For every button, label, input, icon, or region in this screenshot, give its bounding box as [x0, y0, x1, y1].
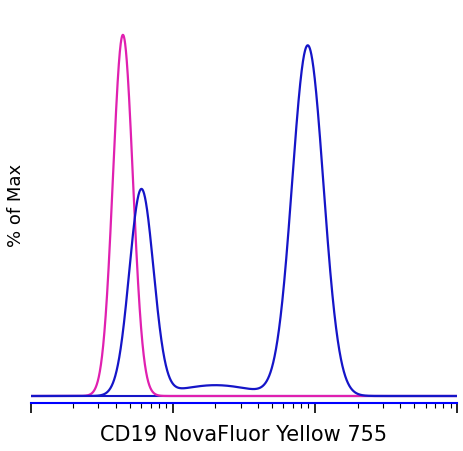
- Y-axis label: % of Max: % of Max: [7, 164, 25, 247]
- X-axis label: CD19 NovaFluor Yellow 755: CD19 NovaFluor Yellow 755: [100, 424, 387, 444]
